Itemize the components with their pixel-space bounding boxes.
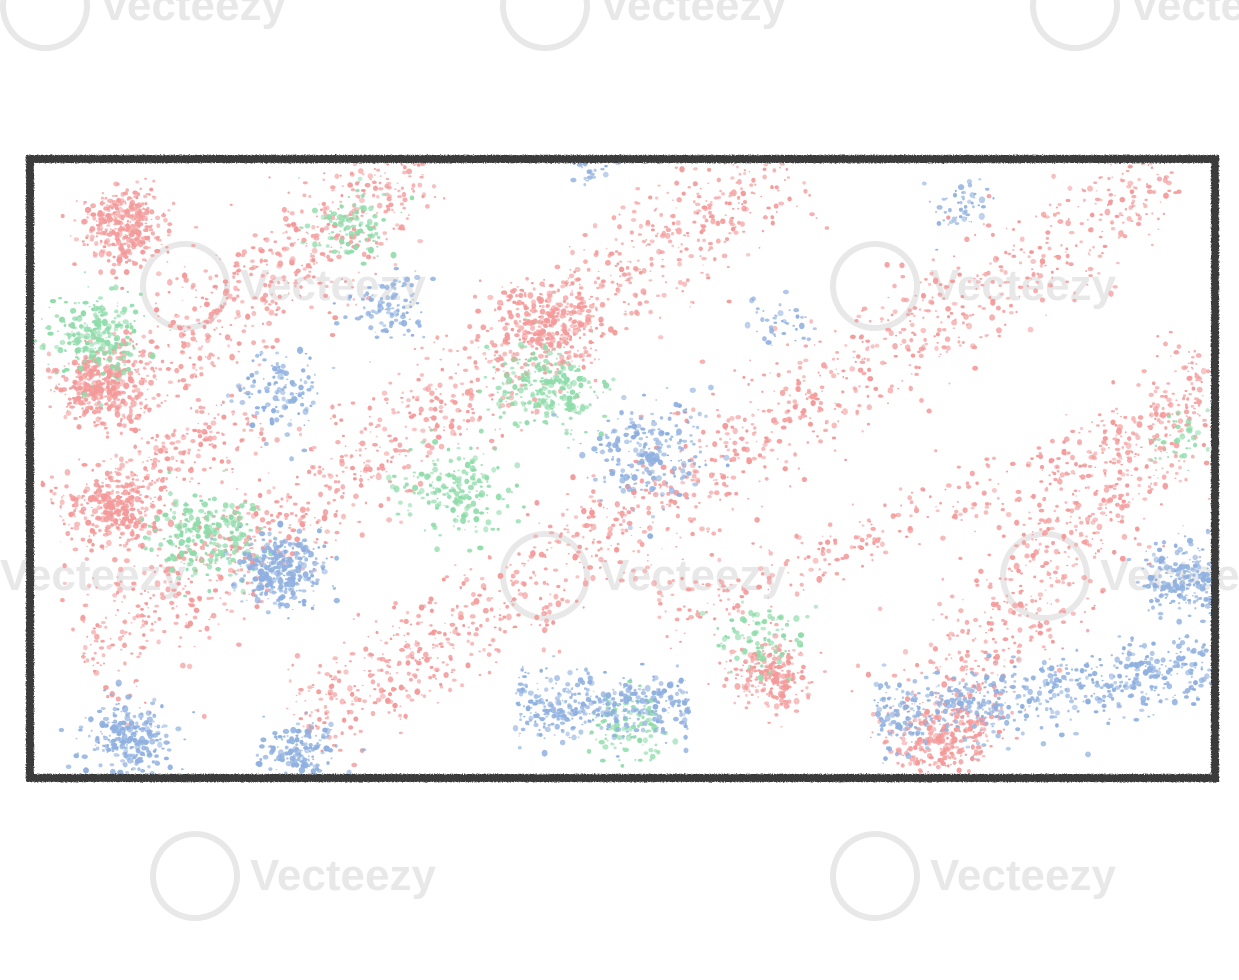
watermark-mark: Vecteezy (830, 831, 1116, 921)
watermark-mark: Vecteezy (830, 241, 1116, 331)
svg-text:Vecteezy: Vecteezy (600, 551, 786, 600)
svg-text:Vecteezy: Vecteezy (1130, 0, 1239, 30)
svg-text:Vecteezy: Vecteezy (930, 851, 1116, 900)
speckle-pattern (32, 160, 1213, 776)
watermark-mark: Vecteezy (0, 0, 286, 51)
svg-text:Vecteezy: Vecteezy (100, 0, 286, 30)
svg-text:Vecteezy: Vecteezy (250, 851, 436, 900)
rectangle-frame (26, 155, 1219, 782)
watermark-mark: Vecteezy (150, 831, 436, 921)
watermark-mark: Vecteezy (1030, 0, 1239, 51)
watermark-mark: Vecteezy (500, 0, 786, 51)
svg-text:Vecteezy: Vecteezy (600, 0, 786, 30)
svg-text:Vecteezy: Vecteezy (930, 261, 1116, 310)
watermark-mark: Vecteezy (500, 531, 786, 621)
